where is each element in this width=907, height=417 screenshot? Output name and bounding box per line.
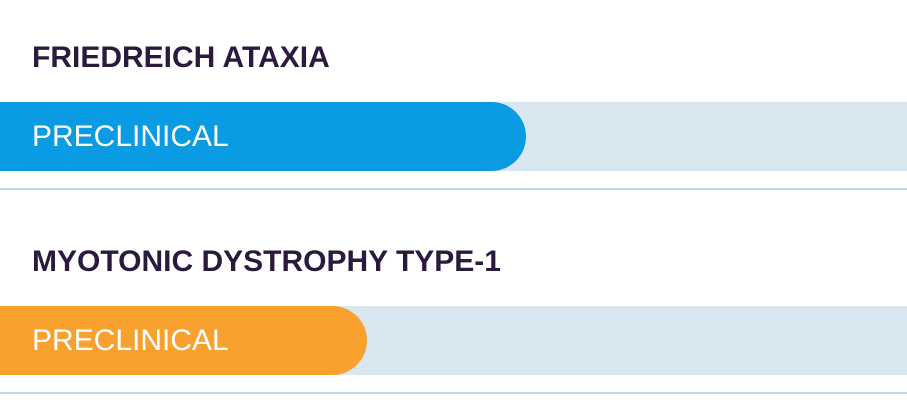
program-row: MYOTONIC DYSTROPHY TYPE-1 PRECLINICAL — [0, 204, 907, 408]
stage-label: PRECLINICAL — [32, 120, 229, 153]
program-name: FRIEDREICH ATAXIA — [32, 41, 330, 74]
program-row: FRIEDREICH ATAXIA PRECLINICAL — [0, 0, 907, 204]
divider — [0, 392, 907, 394]
divider — [0, 188, 907, 190]
progress-track: PRECLINICAL — [0, 306, 907, 375]
progress-bar — [0, 102, 527, 171]
program-name: MYOTONIC DYSTROPHY TYPE-1 — [32, 245, 501, 278]
stage-label: PRECLINICAL — [32, 324, 229, 357]
progress-track: PRECLINICAL — [0, 102, 907, 171]
progress-bar — [0, 306, 368, 375]
